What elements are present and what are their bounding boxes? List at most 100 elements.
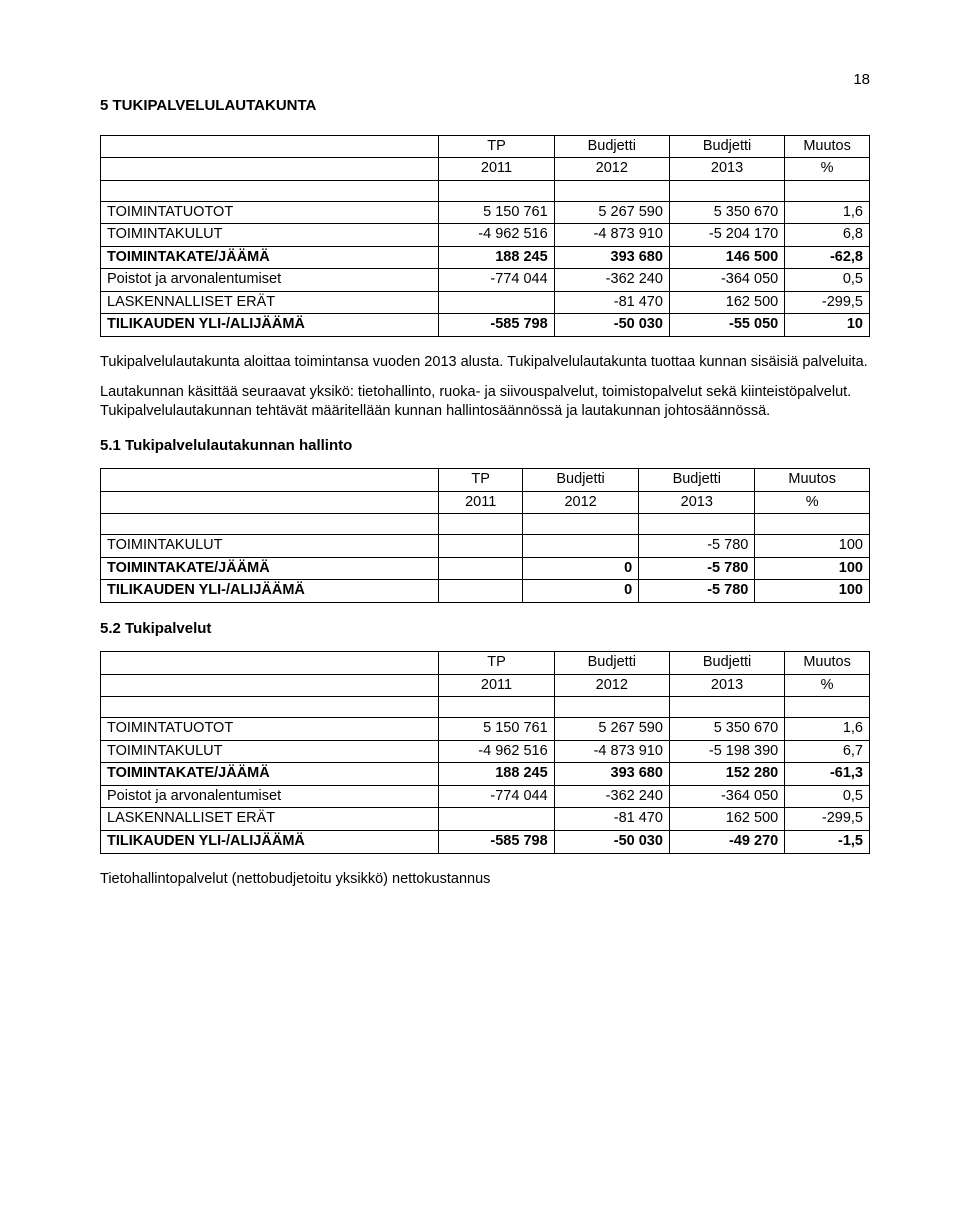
cell-2012: -81 470 — [554, 291, 669, 314]
cell-tp — [439, 291, 554, 314]
th-2013: 2013 — [669, 158, 784, 181]
cell-pct: 0,5 — [785, 785, 870, 808]
table-row: LASKENNALLISET ERÄT-81 470162 500-299,5 — [101, 808, 870, 831]
table-row: TOIMINTATUOTOT5 150 7615 267 5905 350 67… — [101, 201, 870, 224]
table-row: Poistot ja arvonalentumiset-774 044-362 … — [101, 269, 870, 292]
cell-2012: 393 680 — [554, 246, 669, 269]
cell-tp: -4 962 516 — [439, 740, 554, 763]
cell-2012: 5 267 590 — [554, 201, 669, 224]
cell-pct: -299,5 — [785, 291, 870, 314]
footer-line: Tietohallintopalvelut (nettobudjetoitu y… — [100, 870, 870, 890]
cell-2013: 5 350 670 — [669, 718, 784, 741]
row-label: TILIKAUDEN YLI-/ALIJÄÄMÄ — [101, 580, 439, 603]
th-blank2 — [101, 158, 439, 181]
cell-2012 — [554, 180, 669, 201]
table-row: TILIKAUDEN YLI-/ALIJÄÄMÄ0-5 780100 — [101, 580, 870, 603]
cell-2013: -5 780 — [639, 557, 755, 580]
row-label: TILIKAUDEN YLI-/ALIJÄÄMÄ — [101, 830, 439, 853]
cell-2012: -50 030 — [554, 314, 669, 337]
cell-2013: -55 050 — [669, 314, 784, 337]
cell-pct: 1,6 — [785, 718, 870, 741]
cell-pct: -61,3 — [785, 763, 870, 786]
table-row: TOIMINTAKULUT-5 780100 — [101, 535, 870, 558]
row-label: TOIMINTAKULUT — [101, 224, 439, 247]
cell-2012: 393 680 — [554, 763, 669, 786]
subheading-5-2: 5.2 Tukipalvelut — [100, 619, 870, 639]
cell-2013 — [669, 697, 784, 718]
th-muutos: Muutos — [785, 135, 870, 158]
cell-tp — [439, 580, 523, 603]
cell-tp: -774 044 — [439, 269, 554, 292]
cell-2012 — [554, 697, 669, 718]
cell-tp — [439, 697, 554, 718]
cell-pct: 0,5 — [785, 269, 870, 292]
table-row: TOIMINTATUOTOT5 150 7615 267 5905 350 67… — [101, 718, 870, 741]
cell-2013: -5 198 390 — [669, 740, 784, 763]
section-heading: 5 TUKIPALVELULAUTAKUNTA — [100, 96, 870, 116]
cell-2013: 146 500 — [669, 246, 784, 269]
row-label: TOIMINTATUOTOT — [101, 201, 439, 224]
cell-2012: 5 267 590 — [554, 718, 669, 741]
cell-tp — [439, 514, 523, 535]
table-header-row-1: TP Budjetti Budjetti Muutos — [101, 652, 870, 675]
cell-pct: -62,8 — [785, 246, 870, 269]
cell-2013 — [669, 180, 784, 201]
th-tp: TP — [439, 135, 554, 158]
cell-2013: 152 280 — [669, 763, 784, 786]
th-2011: 2011 — [439, 158, 554, 181]
cell-2012: 0 — [523, 557, 639, 580]
cell-2012: -4 873 910 — [554, 740, 669, 763]
cell-pct: 100 — [755, 535, 870, 558]
table-header-row-2: 2011 2012 2013 % — [101, 674, 870, 697]
cell-tp: -774 044 — [439, 785, 554, 808]
cell-pct: 1,6 — [785, 201, 870, 224]
table-row: TILIKAUDEN YLI-/ALIJÄÄMÄ-585 798-50 030-… — [101, 830, 870, 853]
table-5-2: TP Budjetti Budjetti Muutos 2011 2012 20… — [100, 651, 870, 854]
table-header-row-2: 2011 2012 2013 % — [101, 158, 870, 181]
cell-pct: 100 — [755, 557, 870, 580]
row-label: TOIMINTAKULUT — [101, 740, 439, 763]
cell-pct: 100 — [755, 580, 870, 603]
row-label: TOIMINTAKATE/JÄÄMÄ — [101, 246, 439, 269]
cell-2013 — [639, 514, 755, 535]
cell-2012: -4 873 910 — [554, 224, 669, 247]
cell-2012: -362 240 — [554, 269, 669, 292]
table-row: LASKENNALLISET ERÄT-81 470162 500-299,5 — [101, 291, 870, 314]
table-row — [101, 514, 870, 535]
cell-2013: 5 350 670 — [669, 201, 784, 224]
table-header-row-2: 2011 2012 2013 % — [101, 491, 870, 514]
cell-tp: -4 962 516 — [439, 224, 554, 247]
th-blank — [101, 135, 439, 158]
table-row — [101, 180, 870, 201]
row-label — [101, 514, 439, 535]
row-label: TILIKAUDEN YLI-/ALIJÄÄMÄ — [101, 314, 439, 337]
row-label: TOIMINTAKULUT — [101, 535, 439, 558]
cell-tp — [439, 557, 523, 580]
table-row — [101, 697, 870, 718]
table-row: TOIMINTAKATE/JÄÄMÄ188 245393 680152 280-… — [101, 763, 870, 786]
cell-2012: 0 — [523, 580, 639, 603]
cell-pct — [755, 514, 870, 535]
page-number: 18 — [100, 70, 870, 90]
cell-tp: -585 798 — [439, 314, 554, 337]
cell-tp — [439, 808, 554, 831]
cell-2013: -364 050 — [669, 785, 784, 808]
table-row: Poistot ja arvonalentumiset-774 044-362 … — [101, 785, 870, 808]
cell-2012: -50 030 — [554, 830, 669, 853]
cell-2012: -362 240 — [554, 785, 669, 808]
cell-2013: 162 500 — [669, 291, 784, 314]
cell-2012: -81 470 — [554, 808, 669, 831]
cell-2012 — [523, 535, 639, 558]
table-row: TILIKAUDEN YLI-/ALIJÄÄMÄ-585 798-50 030-… — [101, 314, 870, 337]
cell-tp: 188 245 — [439, 763, 554, 786]
cell-pct: 6,8 — [785, 224, 870, 247]
subheading-5-1: 5.1 Tukipalvelulautakunnan hallinto — [100, 436, 870, 456]
table-row: TOIMINTAKATE/JÄÄMÄ188 245393 680146 500-… — [101, 246, 870, 269]
row-label — [101, 180, 439, 201]
th-budjetti2: Budjetti — [669, 135, 784, 158]
row-label: Poistot ja arvonalentumiset — [101, 269, 439, 292]
th-2012: 2012 — [554, 158, 669, 181]
cell-tp — [439, 535, 523, 558]
row-label: LASKENNALLISET ERÄT — [101, 808, 439, 831]
table-header-row-1: TP Budjetti Budjetti Muutos — [101, 468, 870, 491]
